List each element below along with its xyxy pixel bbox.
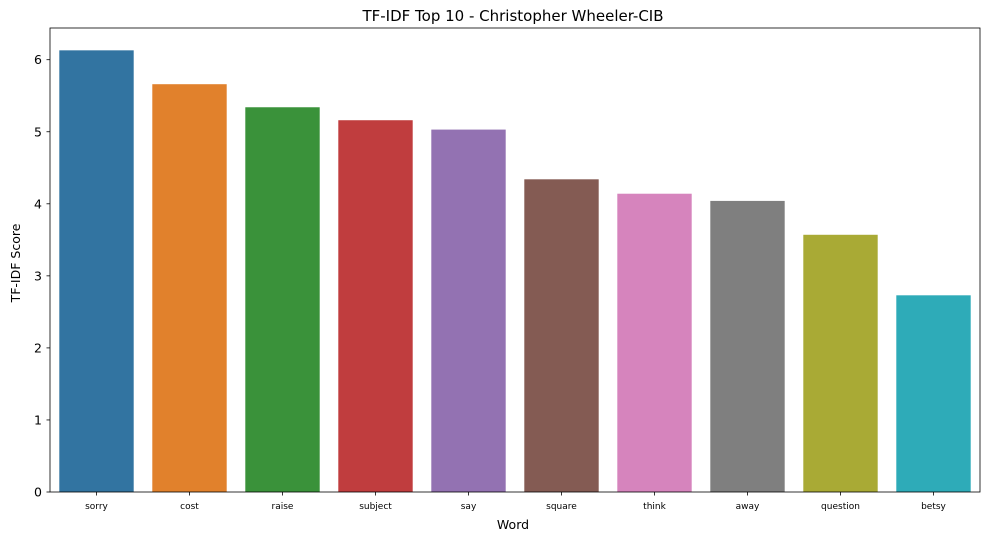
- x-tick-label: sorry: [85, 502, 108, 512]
- y-tick-label: 1: [34, 412, 42, 427]
- plot-frame: [49, 27, 981, 493]
- y-tick-label: 0: [34, 485, 42, 500]
- x-tick-label: square: [546, 502, 577, 512]
- x-tick-label: think: [643, 502, 666, 512]
- y-tick-label: 4: [34, 196, 42, 211]
- x-axis-label: Word: [497, 517, 529, 532]
- bar-away: [710, 200, 785, 492]
- x-tick-label: cost: [180, 502, 199, 512]
- bar-square: [524, 179, 599, 492]
- x-tick-label: say: [461, 502, 477, 512]
- bar-think: [617, 193, 692, 492]
- bar-cost: [152, 84, 227, 492]
- y-tick-label: 6: [34, 52, 42, 67]
- x-tick-label: subject: [359, 502, 392, 512]
- bar-sorry: [59, 50, 134, 493]
- bar-raise: [245, 107, 320, 492]
- y-tick-label: 3: [34, 268, 42, 283]
- x-axis-ticks: sorry cost raise subject say square think away q…: [85, 492, 947, 512]
- chart-title: TF-IDF Top 10 - Christopher Wheeler-CIB: [361, 7, 663, 25]
- x-tick-label: away: [736, 502, 760, 512]
- bar-say: [431, 129, 506, 492]
- y-axis-label: TF-IDF Score: [8, 223, 23, 303]
- y-axis-ticks: 0 1 2 3 4 5 6: [34, 52, 50, 500]
- x-tick-label: raise: [272, 502, 294, 512]
- x-tick-label: question: [821, 502, 860, 512]
- bar-question: [803, 234, 878, 493]
- bar-betsy: [896, 295, 971, 492]
- bar-subject: [338, 120, 413, 492]
- y-tick-label: 5: [34, 124, 42, 139]
- y-tick-label: 2: [34, 340, 42, 355]
- x-tick-label: betsy: [921, 502, 946, 512]
- bars-group: [59, 50, 971, 493]
